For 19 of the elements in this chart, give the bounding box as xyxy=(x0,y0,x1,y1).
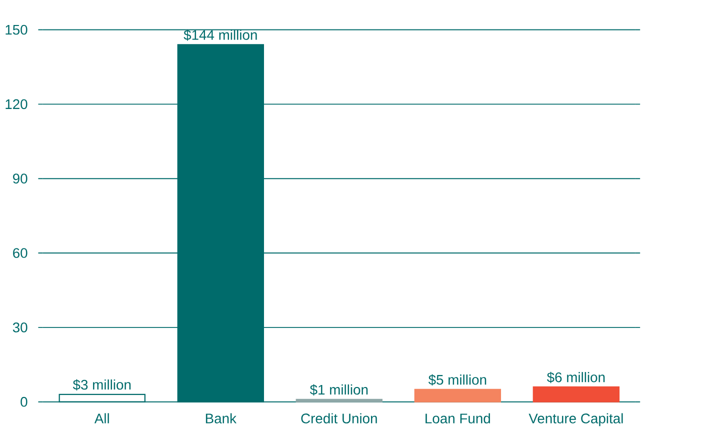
data-label: $6 million xyxy=(546,372,605,384)
x-tick-label: Venture Capital xyxy=(528,413,623,426)
data-label: $1 million xyxy=(310,384,368,396)
data-label: $5 million xyxy=(428,374,486,386)
data-label: $3 million xyxy=(72,379,131,391)
y-tick-label: 60 xyxy=(13,248,28,258)
bar xyxy=(296,398,383,403)
y-tick-label: 90 xyxy=(13,174,28,184)
bar xyxy=(414,389,502,403)
x-tick-label: All xyxy=(94,413,109,424)
x-tick-label: Loan Fund xyxy=(426,413,490,424)
x-tick-label: Credit Union xyxy=(301,413,377,424)
y-tick-label: 0 xyxy=(20,397,28,407)
y-tick-label: 30 xyxy=(12,322,28,332)
y-tick-label: 120 xyxy=(6,99,28,110)
y-tick-label: 150 xyxy=(6,24,28,35)
data-label: $144 million xyxy=(184,30,257,41)
bar xyxy=(532,386,620,403)
x-tick-label: Bank xyxy=(206,413,236,424)
